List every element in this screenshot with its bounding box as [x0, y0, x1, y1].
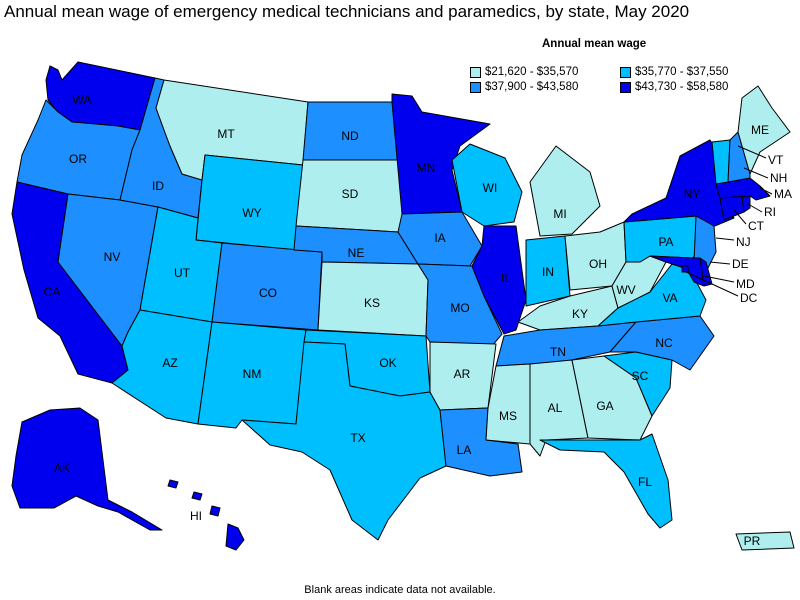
legend-swatch-bin4 — [620, 81, 631, 93]
label-NM: NM — [243, 367, 262, 381]
map-title: Annual mean wage of emergency medical te… — [4, 2, 690, 21]
leader-CT — [733, 209, 747, 225]
label-GA: GA — [596, 399, 613, 413]
leader-MD — [703, 275, 735, 283]
leader-VT — [737, 145, 767, 159]
legend-swatch-bin1 — [470, 66, 481, 78]
label-ID: ID — [152, 179, 164, 193]
label-KS: KS — [364, 296, 380, 310]
label-MO: MO — [450, 301, 469, 315]
state-MI[interactable] — [529, 145, 601, 237]
state-WY[interactable] — [195, 154, 304, 251]
state-MA[interactable] — [715, 177, 771, 201]
label-NV: NV — [104, 250, 121, 264]
legend-item-bin4: $43,730 - $58,580 — [620, 81, 728, 93]
label-NC: NC — [655, 336, 673, 350]
state-HI-maui[interactable] — [209, 505, 221, 517]
legend-label-bin2: $35,770 - $37,550 — [635, 66, 729, 78]
state-PR[interactable] — [735, 531, 795, 551]
state-MS[interactable] — [485, 363, 531, 445]
footnote: Blank areas indicate data not available. — [304, 584, 496, 596]
label-IA: IA — [434, 231, 445, 245]
label-WI: WI — [483, 181, 498, 195]
state-CT[interactable] — [719, 195, 745, 221]
state-NH[interactable] — [727, 131, 751, 183]
label-WY: WY — [242, 206, 261, 220]
label-IL: IL — [501, 271, 511, 285]
label-ME: ME — [751, 123, 769, 137]
label-OH: OH — [589, 257, 607, 271]
leader-NJ — [715, 237, 735, 241]
state-FL[interactable] — [539, 433, 673, 529]
label-WV: WV — [616, 283, 635, 297]
legend-item-bin1: $21,620 - $35,570 — [470, 66, 578, 78]
legend-item-bin2: $35,770 - $37,550 — [620, 66, 728, 78]
label-KY: KY — [572, 307, 588, 321]
legend-swatch-bin2 — [620, 66, 631, 78]
leader-MA — [759, 187, 773, 195]
label-RI: RI — [764, 205, 776, 219]
label-MI: MI — [553, 207, 566, 221]
state-HI[interactable] — [225, 523, 245, 551]
label-CT: CT — [748, 219, 765, 233]
label-AL: AL — [548, 401, 563, 415]
label-SC: SC — [632, 369, 649, 383]
label-CO: CO — [259, 286, 277, 300]
state-MD[interactable] — [649, 255, 705, 287]
label-PR: PR — [744, 534, 761, 548]
legend-title: Annual mean wage — [542, 38, 647, 50]
legend-label-bin1: $21,620 - $35,570 — [485, 66, 579, 78]
label-OK: OK — [379, 356, 396, 370]
label-VA: VA — [662, 291, 677, 305]
state-IL[interactable] — [471, 225, 527, 335]
leader-NH — [743, 167, 769, 179]
legend-item-bin3: $37,900 - $43,580 — [470, 81, 578, 93]
legend-label-bin3: $37,900 - $43,580 — [485, 81, 579, 93]
label-LA: LA — [457, 443, 472, 457]
label-SD: SD — [342, 187, 359, 201]
label-FL: FL — [638, 475, 652, 489]
label-HI: HI — [190, 509, 202, 523]
label-DE: DE — [732, 257, 749, 271]
label-ND: ND — [341, 129, 359, 143]
state-HI-kauai[interactable] — [167, 479, 179, 489]
label-VT: VT — [768, 153, 784, 167]
label-NJ: NJ — [736, 235, 751, 249]
state-TX[interactable] — [241, 341, 447, 541]
leader-DC — [685, 271, 739, 297]
label-PA: PA — [658, 235, 673, 249]
label-AK: AK — [54, 461, 70, 475]
label-AZ: AZ — [162, 356, 177, 370]
state-WI[interactable] — [451, 143, 523, 227]
label-NE: NE — [348, 246, 365, 260]
label-MN: MN — [417, 161, 436, 175]
label-UT: UT — [174, 266, 191, 280]
legend-label-bin4: $43,730 - $58,580 — [635, 81, 729, 93]
label-MT: MT — [217, 127, 235, 141]
label-IN: IN — [542, 265, 554, 279]
label-TN: TN — [550, 345, 566, 359]
label-CA: CA — [44, 285, 61, 299]
label-NY: NY — [684, 187, 701, 201]
state-labels: WA OR CA NV ID MT WY UT AZ CO NM ND SD N… — [44, 93, 792, 548]
label-MA: MA — [774, 187, 792, 201]
leader-DE — [709, 261, 731, 265]
label-DC: DC — [740, 291, 758, 305]
label-AR: AR — [454, 367, 471, 381]
label-WA: WA — [73, 93, 92, 107]
leader-RI — [747, 203, 763, 213]
legend-swatch-bin3 — [470, 81, 481, 93]
label-MS: MS — [499, 409, 517, 423]
label-TX: TX — [350, 431, 365, 445]
state-AK[interactable] — [11, 407, 163, 531]
label-OR: OR — [69, 152, 87, 166]
state-HI-oahu[interactable] — [191, 491, 203, 501]
label-MD: MD — [736, 277, 755, 291]
label-NH: NH — [770, 171, 787, 185]
state-DC[interactable] — [681, 265, 689, 273]
